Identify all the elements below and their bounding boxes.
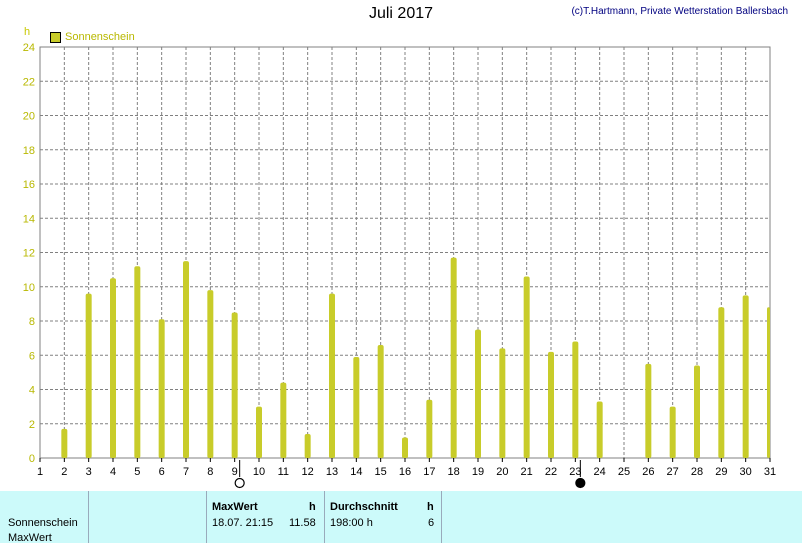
bar-day-16 — [402, 437, 408, 458]
bar-day-24 — [596, 401, 603, 458]
bar-day-11 — [280, 382, 287, 458]
x-tick-label: 18 — [448, 466, 460, 478]
bar-day-2 — [61, 428, 68, 458]
bar-day-14 — [353, 356, 360, 458]
x-tick-label: 23 — [569, 466, 581, 478]
max-header: MaxWert — [212, 501, 258, 513]
x-tick-label: 27 — [667, 466, 679, 478]
x-tick-label: 10 — [253, 466, 265, 478]
bar-day-18 — [450, 257, 457, 458]
bar-day-12 — [304, 434, 311, 458]
x-tick-label: 7 — [183, 466, 189, 478]
y-tick-label: 4 — [29, 385, 35, 397]
bar-day-30 — [742, 295, 749, 458]
row-label-sonnenschein: Sonnenschein — [8, 517, 78, 529]
x-tick-label: 4 — [110, 466, 116, 478]
max-datetime: 18.07. 21:15 — [212, 517, 274, 529]
bar-day-9 — [231, 312, 238, 458]
y-tick-label: 16 — [23, 179, 35, 191]
bar-day-23 — [572, 341, 579, 458]
bar-day-31 — [767, 307, 770, 458]
bar-day-8 — [207, 290, 214, 458]
x-tick-label: 31 — [764, 466, 776, 478]
full-moon-icon — [234, 477, 245, 489]
x-tick-label: 8 — [207, 466, 213, 478]
legend: Sonnenschein — [50, 31, 135, 43]
avg-days: 6 — [428, 517, 435, 529]
y-tick-label: 20 — [23, 111, 35, 123]
x-tick-label: 24 — [594, 466, 606, 478]
avg-header: Durchschnitt — [330, 501, 398, 513]
bar-day-13 — [329, 293, 335, 458]
bar-day-21 — [523, 276, 530, 458]
row-label-maxwert: MaxWert — [8, 532, 52, 544]
bar-day-15 — [377, 344, 384, 458]
x-tick-label: 14 — [350, 466, 362, 478]
legend-label: Sonnenschein — [65, 31, 135, 43]
bar-day-10 — [256, 406, 262, 458]
x-tick-label: 20 — [496, 466, 508, 478]
y-tick-label: 12 — [23, 248, 35, 260]
bar-day-17 — [426, 399, 433, 458]
x-tick-label: 22 — [545, 466, 557, 478]
y-tick-label: 14 — [23, 213, 35, 225]
bar-day-27 — [669, 406, 676, 458]
x-tick-label: 19 — [472, 466, 484, 478]
x-tick-label: 15 — [375, 466, 387, 478]
x-tick-label: 13 — [326, 466, 338, 478]
max-value: 11.58 — [289, 517, 316, 529]
x-tick-label: 17 — [423, 466, 435, 478]
bar-day-5 — [134, 266, 141, 458]
y-tick-label: 0 — [29, 453, 35, 465]
y-tick-label: 6 — [29, 350, 35, 362]
bar-day-29 — [718, 307, 725, 458]
bar-day-3 — [85, 293, 92, 458]
avg-value: 198:00 h — [330, 517, 373, 529]
x-tick-label: 16 — [399, 466, 411, 478]
x-tick-label: 1 — [37, 466, 43, 478]
y-tick-label: 24 — [23, 42, 35, 54]
x-tick-label: 5 — [134, 466, 140, 478]
max-unit: h — [309, 501, 316, 513]
copyright-text: (c)T.Hartmann, Private Wetterstation Bal… — [571, 6, 788, 17]
y-tick-label: 2 — [29, 419, 35, 431]
y-tick-label: 10 — [23, 282, 35, 294]
avg-unit: h — [427, 501, 434, 513]
x-tick-label: 21 — [521, 466, 533, 478]
bar-day-19 — [475, 329, 481, 458]
y-axis-unit: h — [24, 26, 31, 38]
x-tick-label: 30 — [740, 466, 752, 478]
y-tick-label: 18 — [23, 145, 35, 157]
x-tick-label: 25 — [618, 466, 630, 478]
new-moon-icon — [575, 477, 586, 489]
summary-table: Sonnenschein MaxWert MaxWert h 18.07. 21… — [0, 491, 802, 544]
bar-day-22 — [548, 351, 554, 458]
x-tick-label: 3 — [86, 466, 92, 478]
x-tick-label: 28 — [691, 466, 703, 478]
y-tick-label: 8 — [29, 316, 35, 328]
chart-title: Juli 2017 — [368, 5, 434, 22]
x-tick-label: 29 — [715, 466, 727, 478]
bar-day-6 — [158, 319, 165, 458]
bar-day-26 — [645, 363, 652, 458]
x-tick-label: 9 — [232, 466, 238, 478]
x-tick-label: 12 — [302, 466, 314, 478]
bar-day-7 — [183, 261, 189, 458]
x-tick-label: 6 — [159, 466, 165, 478]
y-tick-label: 22 — [23, 76, 35, 88]
bar-day-28 — [694, 365, 700, 458]
x-tick-label: 2 — [61, 466, 67, 478]
x-tick-label: 26 — [642, 466, 654, 478]
legend-swatch — [50, 31, 61, 43]
bar-day-20 — [499, 348, 506, 458]
x-tick-label: 11 — [278, 466, 289, 478]
bar-day-4 — [110, 278, 116, 458]
